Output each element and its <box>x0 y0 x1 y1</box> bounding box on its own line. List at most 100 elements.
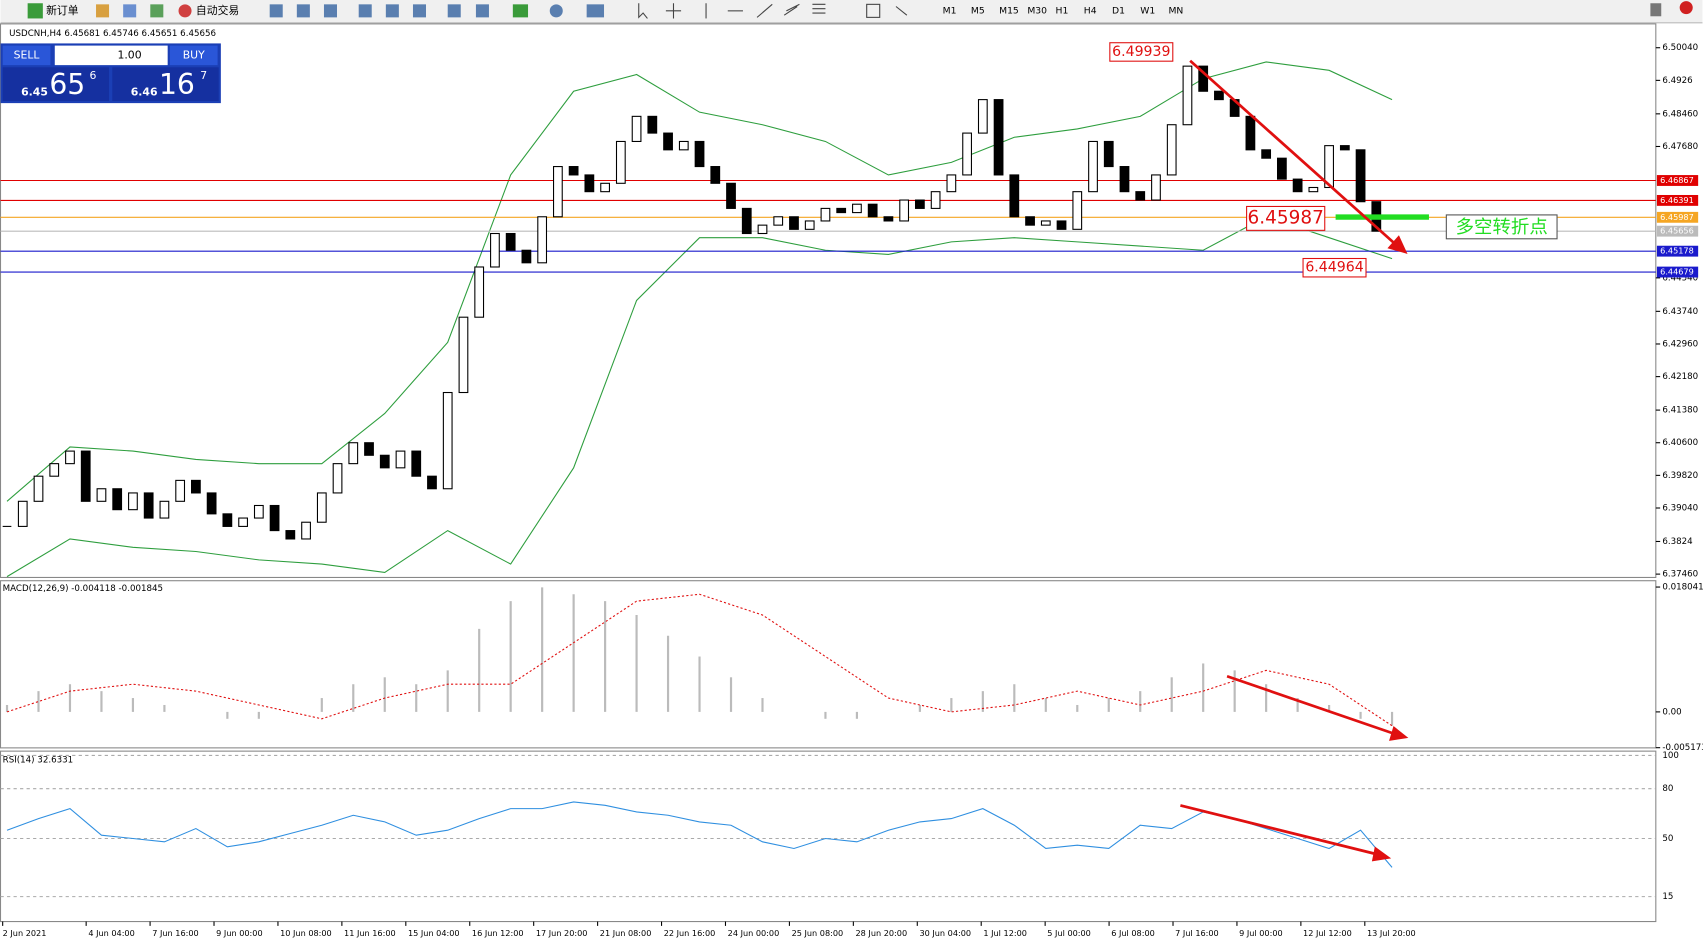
ask-sup: 7 <box>200 69 207 82</box>
timeframe[interactable]: M1 <box>943 5 957 16</box>
x-tick-label: 22 Jun 16:00 <box>664 928 716 938</box>
timeframe[interactable]: W1 <box>1140 5 1155 16</box>
rsi-layer: 100 80 50 15 <box>0 751 1679 902</box>
trade-panel: SELL 1.00 BUY 6.45 65 6 6.46 16 7 <box>0 43 221 104</box>
timeframe[interactable]: H1 <box>1056 5 1069 16</box>
new-order-icon[interactable] <box>27 3 43 19</box>
candle <box>332 463 343 494</box>
search-icon[interactable] <box>1650 3 1662 17</box>
tool-icon[interactable] <box>123 4 137 18</box>
x-tick-label: 17 Jun 20:00 <box>536 928 588 938</box>
sell-button[interactable] <box>2 45 51 66</box>
y-tick-label: 80 <box>1662 784 1673 794</box>
candle <box>773 216 784 226</box>
candle <box>301 521 311 540</box>
auto-trading-icon[interactable] <box>178 4 192 18</box>
bollinger-band <box>6 61 1393 502</box>
bid-box[interactable] <box>2 67 110 101</box>
candle <box>143 492 154 519</box>
candle <box>222 513 233 527</box>
x-tick-label: 5 Jul 00:00 <box>1047 928 1091 938</box>
x-tick-label: 21 Jun 08:00 <box>600 928 652 938</box>
y-tick-label: -0.005173 <box>1662 743 1703 753</box>
rsi-panel <box>0 750 1657 923</box>
timeframe[interactable]: D1 <box>1112 5 1125 16</box>
candle <box>568 166 579 176</box>
candle <box>269 504 280 532</box>
candle <box>899 199 910 222</box>
y-tick-label: 6.41380 <box>1662 406 1698 416</box>
candle <box>537 216 548 264</box>
candle <box>395 450 406 469</box>
candle <box>128 492 138 511</box>
candle <box>1214 90 1224 101</box>
candle <box>757 224 768 235</box>
candle <box>33 475 44 502</box>
y-tick-label: 6.39040 <box>1662 504 1698 514</box>
tool-icon[interactable] <box>96 4 110 18</box>
buy-label[interactable]: BUY <box>183 48 205 61</box>
candle <box>647 115 658 134</box>
x-tick-label: 10 Jun 08:00 <box>280 928 332 938</box>
y-tick-label: 6.47680 <box>1662 142 1698 152</box>
timeframe[interactable]: MN <box>1168 5 1183 16</box>
candle <box>285 530 296 540</box>
candle <box>789 216 799 230</box>
timeframe[interactable]: M5 <box>971 5 985 16</box>
new-order[interactable]: 新订单 <box>46 3 79 17</box>
candle <box>1135 191 1146 201</box>
x-tick-label: 30 Jun 04:00 <box>919 928 971 938</box>
level-label: 6.46867 <box>1660 175 1694 185</box>
notification-badge[interactable] <box>1679 1 1693 15</box>
lots-field[interactable] <box>54 45 168 66</box>
chart-info: USDCNH,H4 6.45681 6.45746 6.45651 6.4565… <box>9 29 216 39</box>
rsi-label: RSI(14) 32.6331 <box>3 755 74 765</box>
ask-big: 16 <box>159 68 195 101</box>
candle <box>726 182 736 209</box>
candle <box>1040 220 1051 226</box>
candle <box>1166 124 1177 176</box>
drawing-tools <box>638 3 908 19</box>
level-tag <box>1656 225 1699 237</box>
level-tag <box>1656 175 1699 186</box>
timeframe[interactable]: M15 <box>999 5 1019 16</box>
candle <box>1119 166 1130 193</box>
bid-prefix: 6.45 <box>21 85 48 98</box>
timeframe[interactable]: M30 <box>1027 5 1047 16</box>
candle <box>914 199 925 209</box>
candle <box>112 488 123 511</box>
price-annotation-box <box>1109 42 1174 62</box>
rsi-line <box>6 801 1393 868</box>
ask-box[interactable] <box>112 67 219 101</box>
candle <box>1308 186 1319 193</box>
candle <box>962 132 972 176</box>
candle <box>505 232 516 251</box>
tool-icon[interactable] <box>150 4 164 18</box>
candle <box>175 479 186 502</box>
x-tick-label: 7 Jul 16:00 <box>1175 928 1219 938</box>
candle <box>1276 157 1287 180</box>
candle <box>1088 140 1098 193</box>
lots[interactable]: 1.00 <box>117 48 141 61</box>
candle <box>820 207 831 222</box>
x-tick-label: 7 Jun 16:00 <box>152 928 198 938</box>
y-tick-label: 0.00 <box>1662 707 1681 717</box>
candle <box>694 140 705 168</box>
buy-button[interactable] <box>169 45 218 66</box>
candle <box>1339 145 1350 151</box>
auto-trading[interactable]: 自动交易 <box>196 3 239 17</box>
sell-label[interactable]: SELL <box>14 48 40 61</box>
candle <box>1261 149 1272 159</box>
price-annotation: 6.45987 <box>1248 207 1324 228</box>
x-tick-label: 9 Jun 00:00 <box>216 928 262 938</box>
x-tick-label: 28 Jun 20:00 <box>856 928 908 938</box>
y-tick-label: 6.3824 <box>1662 537 1693 547</box>
candle <box>65 450 75 465</box>
toolbar-icons <box>269 4 605 18</box>
main-layer: 6.50040 6.4926 6.48460 6.47680 6.44540 6.4374… <box>0 42 1699 580</box>
candle <box>474 266 485 318</box>
x-tick-label: 6 Jul 08:00 <box>1111 928 1155 938</box>
candle <box>804 220 815 230</box>
timeframe[interactable]: H4 <box>1084 5 1097 16</box>
